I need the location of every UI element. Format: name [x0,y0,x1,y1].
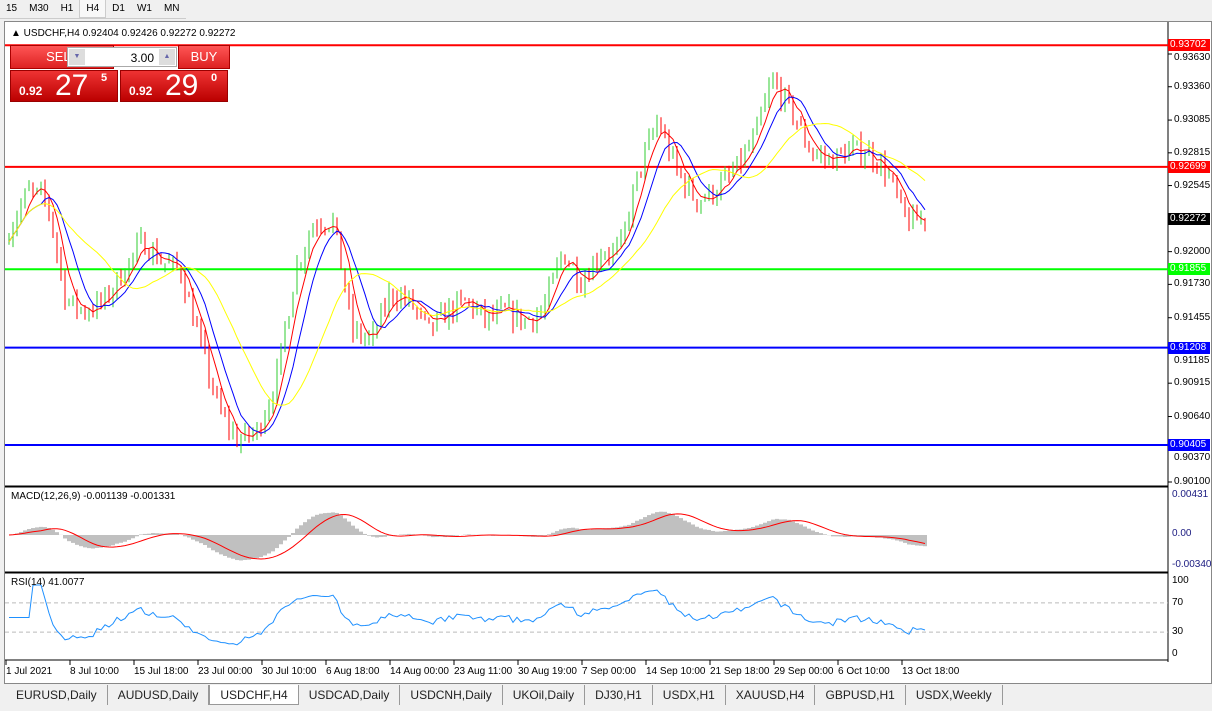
time-axis-label: 8 Jul 10:00 [70,666,119,677]
price-line-label: 0.92699 [1168,160,1210,173]
macd-signal-line [8,513,926,560]
sell-price-pips: 27 [55,70,89,102]
rsi-line [9,584,926,646]
time-axis-label: 13 Oct 18:00 [902,666,960,677]
chart-tab[interactable]: XAUUSD,H4 [726,685,816,705]
price-axis-label: 0.92545 [1174,179,1211,191]
rsi-axis-label: 0 [1172,648,1178,659]
one-click-trading-panel: SELL ▼ 3.00 ▲ BUY 0.92 27 5 0.92 29 0 [10,45,230,123]
price-axis-label: 0.92815 [1174,146,1211,158]
price-axis-label: 0.91185 [1174,354,1210,366]
time-axis-label: 15 Jul 18:00 [134,666,189,677]
price-axis-label: 0.90100 [1174,476,1211,487]
buy-price-button[interactable]: 0.92 29 0 [120,70,228,102]
timeframe-toolbar: 15 M30 H1 H4 D1 W1 MN [0,0,186,19]
price-axis-label: 0.92000 [1174,245,1211,257]
rsi-axis-label: 100 [1172,575,1189,586]
price-axis-label: 0.93085 [1174,114,1211,126]
buy-price-prefix: 0.92 [129,84,153,98]
ma-fast-line [8,88,926,437]
time-axis-label: 30 Jul 10:00 [262,666,317,677]
chart-tab[interactable]: UKOil,Daily [503,685,586,705]
macd-axis-label: -0.003405 [1172,559,1212,570]
chart-tab[interactable]: USDX,H1 [653,685,726,705]
chart-canvas[interactable] [5,22,1211,683]
time-axis-label: 30 Aug 19:00 [518,666,577,677]
rsi-axis-label: 30 [1172,626,1184,638]
chart-tab[interactable]: EURUSD,Daily [6,685,108,705]
timeframe-MN[interactable]: MN [163,3,180,14]
timeframe-D1[interactable]: D1 [112,3,125,14]
lot-value[interactable]: 3.00 [130,51,154,65]
chart-window[interactable]: ▲ USDCHF,H4 0.92404 0.92426 0.92272 0.92… [4,21,1212,684]
time-axis-label: 21 Sep 18:00 [710,666,770,677]
time-axis-label: 6 Oct 10:00 [838,666,890,677]
chart-tab[interactable]: GBPUSD,H1 [815,685,906,705]
timeframe-M30[interactable]: M30 [29,3,49,14]
price-axis-label: 0.93360 [1174,80,1211,92]
time-axis-label: 7 Sep 00:00 [582,666,636,677]
chart-tab[interactable]: AUDUSD,Daily [108,685,210,705]
decrease-lot-icon[interactable]: ▼ [69,49,85,65]
price-line-label: 0.90405 [1168,439,1210,452]
macd-axis-label: 0.00 [1172,528,1192,539]
price-axis-label: 0.90915 [1174,377,1211,389]
price-axis-label: 0.90640 [1174,410,1211,422]
timeframe-H4[interactable]: H4 [79,0,107,18]
time-axis-label: 6 Aug 18:00 [326,666,380,677]
price-line-label: 0.91208 [1168,341,1210,354]
chart-tab[interactable]: DJ30,H1 [585,685,653,705]
buy-price-pips: 29 [165,70,199,102]
price-axis-label: 0.91730 [1174,278,1211,290]
time-axis-label: 29 Sep 00:00 [774,666,834,677]
sell-price-button[interactable]: 0.92 27 5 [10,70,118,102]
price-axis-label: 0.91455 [1174,311,1211,323]
buy-price-fraction: 0 [211,72,218,84]
macd-axis-label: 0.00431 [1172,489,1209,500]
time-axis-label: 1 Jul 2021 [6,666,53,677]
price-axis-label: 0.90370 [1174,452,1211,464]
chart-tab[interactable]: USDCAD,Daily [299,685,401,705]
current-price-label: 0.92272 [1168,212,1210,225]
time-axis-label: 23 Jul 00:00 [198,666,253,677]
time-axis-label: 14 Aug 00:00 [390,666,449,677]
chart-tab[interactable]: USDX,Weekly [906,685,1003,705]
chart-tabs: EURUSD,Daily AUDUSD,Daily USDCHF,H4 USDCAD,… [0,685,1212,705]
sell-price-fraction: 5 [101,72,108,84]
timeframe-W1[interactable]: W1 [136,3,152,14]
timeframe-H1[interactable]: H1 [60,3,74,14]
price-line-label: 0.91855 [1168,263,1210,276]
rsi-axis-label: 70 [1172,596,1184,608]
sell-price-prefix: 0.92 [19,84,43,98]
macd-label: MACD(12,26,9) -0.001139 -0.001331 [11,491,176,502]
timeframe-15[interactable]: 15 [6,3,18,14]
chart-tab[interactable]: USDCHF,H4 [209,685,299,705]
price-line-label: 0.93702 [1168,39,1210,52]
lot-size-input[interactable]: ▼ 3.00 ▲ [67,47,177,67]
time-axis-label: 14 Sep 10:00 [646,666,706,677]
price-axis-label: 0.93630 [1174,52,1211,64]
ma-mid-line [8,96,926,434]
increase-lot-icon[interactable]: ▲ [159,49,175,65]
chart-header: ▲ USDCHF,H4 0.92404 0.92426 0.92272 0.92… [11,28,236,39]
chart-tab[interactable]: USDCNH,Daily [400,685,503,705]
time-axis-label: 23 Aug 11:00 [454,666,513,677]
buy-button[interactable]: BUY [178,45,230,69]
rsi-label: RSI(14) 41.0077 [11,577,85,588]
ma-slow-line [8,122,926,406]
